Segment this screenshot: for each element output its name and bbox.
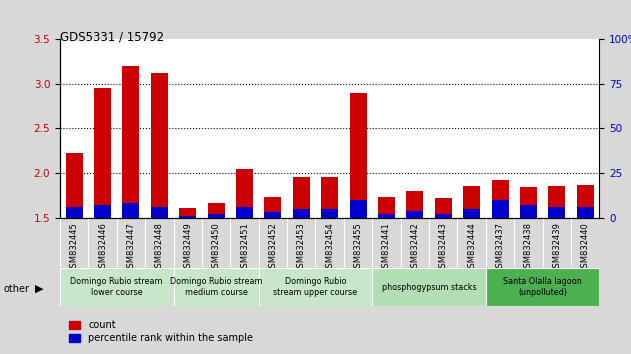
Text: GSM832446: GSM832446 xyxy=(98,222,107,273)
Legend: count, percentile rank within the sample: count, percentile rank within the sample xyxy=(65,316,257,347)
Bar xyxy=(179,208,196,218)
Bar xyxy=(264,197,281,218)
Text: Domingo Rubio
stream upper course: Domingo Rubio stream upper course xyxy=(273,277,358,297)
Bar xyxy=(520,205,537,218)
Text: phosphogypsum stacks: phosphogypsum stacks xyxy=(382,282,476,292)
Text: GSM832455: GSM832455 xyxy=(353,222,363,273)
Bar xyxy=(548,185,565,218)
Text: GSM832441: GSM832441 xyxy=(382,222,391,273)
Bar xyxy=(406,191,423,218)
Bar xyxy=(577,185,594,218)
Bar xyxy=(259,268,372,306)
Text: Santa Olalla lagoon
(unpolluted): Santa Olalla lagoon (unpolluted) xyxy=(504,277,582,297)
Bar xyxy=(378,197,395,218)
Text: GDS5331 / 15792: GDS5331 / 15792 xyxy=(60,30,164,43)
Text: GSM832443: GSM832443 xyxy=(439,222,448,273)
Bar xyxy=(435,198,452,218)
Text: GSM832437: GSM832437 xyxy=(495,222,505,273)
Bar xyxy=(406,211,423,218)
Text: GSM832442: GSM832442 xyxy=(410,222,420,273)
Bar xyxy=(293,209,310,218)
Bar xyxy=(94,88,111,218)
Text: GSM832450: GSM832450 xyxy=(211,222,221,273)
Bar xyxy=(492,180,509,218)
Bar xyxy=(179,216,196,218)
Bar xyxy=(122,204,139,218)
Bar xyxy=(208,204,225,218)
Bar xyxy=(463,185,480,218)
Bar xyxy=(236,207,253,218)
Text: GSM832452: GSM832452 xyxy=(268,222,278,273)
Bar xyxy=(151,207,168,218)
Bar xyxy=(321,209,338,218)
Text: GSM832440: GSM832440 xyxy=(581,222,590,273)
Bar xyxy=(174,268,259,306)
Bar xyxy=(372,268,486,306)
Text: GSM832447: GSM832447 xyxy=(126,222,136,273)
Bar xyxy=(350,93,367,218)
Text: GSM832451: GSM832451 xyxy=(240,222,249,273)
Bar xyxy=(435,214,452,218)
Text: GSM832438: GSM832438 xyxy=(524,222,533,273)
Bar xyxy=(378,214,395,218)
Bar xyxy=(350,200,367,218)
Text: GSM832439: GSM832439 xyxy=(552,222,562,273)
Text: Domingo Rubio stream
medium course: Domingo Rubio stream medium course xyxy=(170,277,262,297)
Bar xyxy=(492,200,509,218)
Bar xyxy=(486,268,599,306)
Bar xyxy=(151,73,168,218)
Bar xyxy=(208,214,225,218)
Bar xyxy=(60,268,174,306)
Text: Domingo Rubio stream
lower course: Domingo Rubio stream lower course xyxy=(71,277,163,297)
Bar xyxy=(66,207,83,218)
Text: GSM832448: GSM832448 xyxy=(155,222,164,273)
Text: GSM832444: GSM832444 xyxy=(467,222,476,273)
Bar xyxy=(236,169,253,218)
Bar xyxy=(264,212,281,218)
Bar xyxy=(293,177,310,218)
Bar xyxy=(321,177,338,218)
Text: GSM832454: GSM832454 xyxy=(325,222,334,273)
Bar xyxy=(548,207,565,218)
Bar xyxy=(463,209,480,218)
Bar xyxy=(122,66,139,218)
Text: ▶: ▶ xyxy=(35,284,43,293)
Text: GSM832445: GSM832445 xyxy=(69,222,79,273)
Text: other: other xyxy=(3,284,29,293)
Bar xyxy=(66,153,83,218)
Text: GSM832453: GSM832453 xyxy=(297,222,306,273)
Bar xyxy=(520,187,537,218)
Bar xyxy=(577,207,594,218)
Text: GSM832449: GSM832449 xyxy=(183,222,192,273)
Bar xyxy=(94,205,111,218)
